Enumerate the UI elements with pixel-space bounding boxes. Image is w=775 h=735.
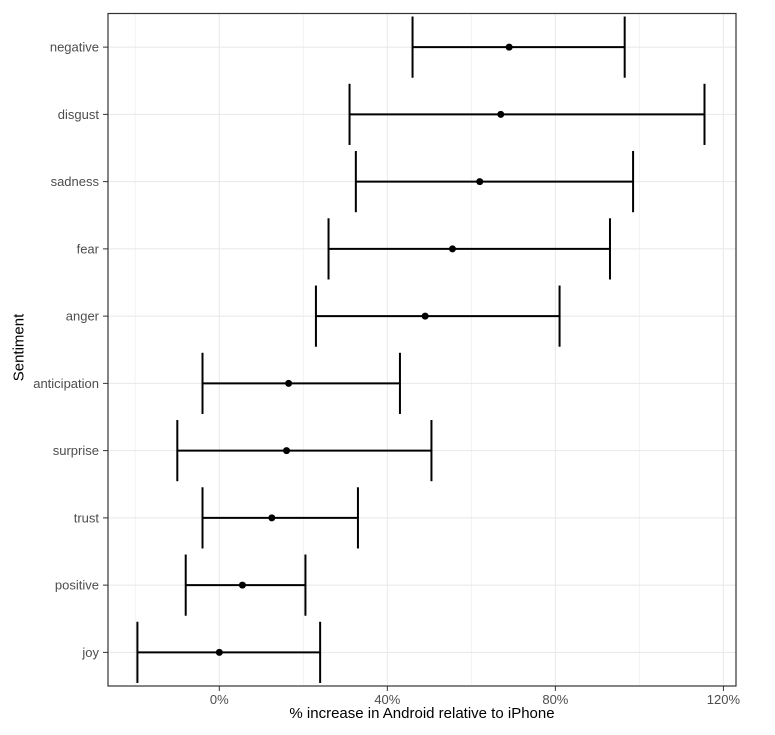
x-tick-label: 80% xyxy=(542,692,568,707)
estimate-point xyxy=(215,648,223,656)
panel-border xyxy=(107,12,737,687)
y-tick-label: anger xyxy=(66,309,100,324)
y-tick-label: trust xyxy=(74,510,100,525)
y-tick-label: sadness xyxy=(51,174,100,189)
estimate-point xyxy=(268,514,276,522)
y-tick-label: fear xyxy=(77,241,100,256)
y-axis-title: Sentiment xyxy=(10,313,28,382)
estimate-point xyxy=(421,312,429,320)
y-tick-label: negative xyxy=(50,40,99,55)
panel-background xyxy=(108,13,736,686)
estimate-point xyxy=(476,178,484,186)
estimate-point xyxy=(238,581,246,589)
estimate-point xyxy=(283,447,291,455)
x-axis-title: % increase in Android relative to iPhone xyxy=(289,705,555,722)
estimate-point xyxy=(505,43,513,51)
x-tick-label: 0% xyxy=(210,692,229,707)
estimate-point xyxy=(448,245,456,253)
y-tick-label: surprise xyxy=(53,443,99,458)
y-tick-label: joy xyxy=(81,645,99,660)
y-tick-label: anticipation xyxy=(33,376,99,391)
y-tick-label: positive xyxy=(55,578,99,593)
x-tick-label: 120% xyxy=(707,692,741,707)
y-tick-label: disgust xyxy=(58,107,100,122)
estimate-point xyxy=(285,379,293,387)
estimate-point xyxy=(497,110,505,118)
x-tick-label: 40% xyxy=(374,692,400,707)
